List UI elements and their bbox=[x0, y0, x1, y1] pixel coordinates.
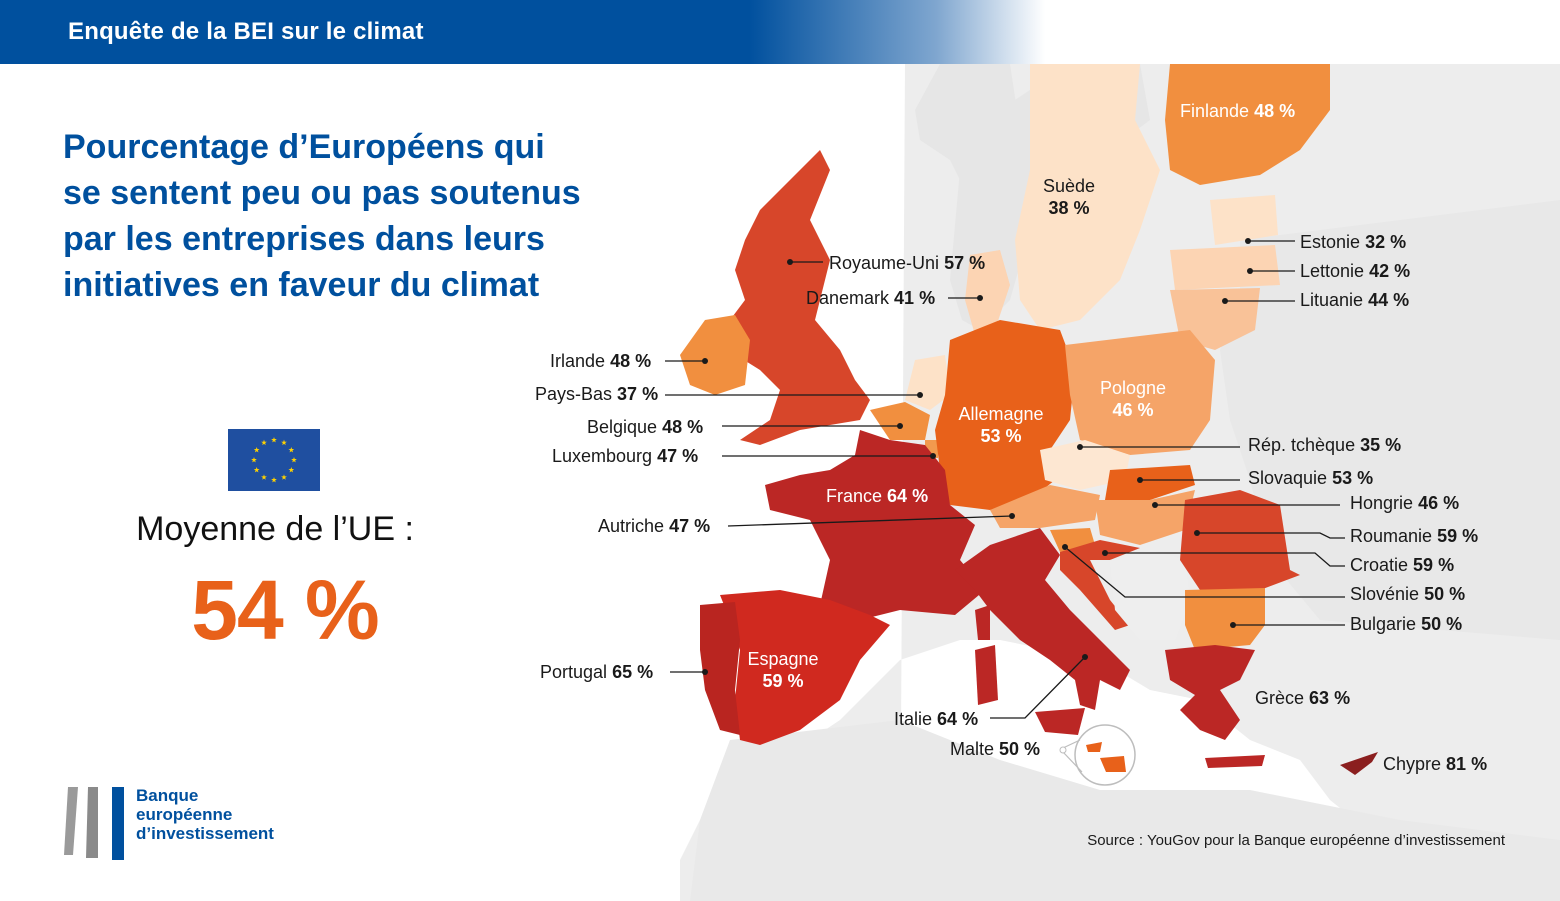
label-grece: Grèce 63 % bbox=[1255, 688, 1351, 708]
main-title-line: se sentent peu ou pas soutenus bbox=[63, 174, 581, 212]
label-bulgarie: Bulgarie 50 % bbox=[1350, 614, 1463, 634]
country-slovakia bbox=[1105, 465, 1195, 500]
label-hongrie: Hongrie 46 % bbox=[1350, 493, 1460, 513]
country-cyprus bbox=[1340, 752, 1378, 775]
country-netherlands bbox=[905, 355, 950, 410]
label-suede: Suède 38 % bbox=[1042, 176, 1096, 218]
label-slovenie: Slovénie 50 % bbox=[1350, 584, 1466, 604]
country-france bbox=[765, 430, 985, 620]
label-pologne: Pologne 46 % bbox=[1099, 378, 1167, 420]
flag-star bbox=[271, 437, 277, 443]
label-croatie: Croatie 59 % bbox=[1350, 555, 1455, 575]
flag-star bbox=[281, 439, 287, 446]
country-france-corsica bbox=[975, 605, 990, 640]
country-italy-sardinia bbox=[975, 645, 998, 705]
leader-lines bbox=[665, 240, 1345, 719]
source-note: Source : YouGov pour la Banque européenn… bbox=[1087, 832, 1505, 849]
label-france: France 64 % bbox=[826, 486, 929, 506]
label-espagne: Espagne 59 % bbox=[747, 649, 819, 691]
country-germany bbox=[935, 320, 1075, 510]
country-belgium bbox=[870, 402, 930, 440]
label-portugal: Portugal 65 % bbox=[540, 662, 654, 682]
country-italy-sicily bbox=[1035, 708, 1085, 735]
eib-logo-icon bbox=[64, 787, 124, 860]
country-malta bbox=[1086, 742, 1126, 772]
logo-line: Banque bbox=[136, 786, 199, 805]
country-denmark bbox=[965, 250, 1010, 335]
flag-star bbox=[261, 474, 267, 480]
country-finland bbox=[1165, 64, 1330, 185]
flag-star bbox=[271, 477, 277, 483]
malta-inset-circle bbox=[1074, 724, 1136, 786]
label-luxembourg: Luxembourg 47 % bbox=[552, 446, 699, 466]
country-sweden bbox=[1015, 64, 1160, 330]
flag-star bbox=[253, 467, 260, 473]
logo-line: d’investissement bbox=[136, 824, 274, 843]
country-spain bbox=[720, 590, 890, 745]
country-czechia bbox=[1040, 440, 1130, 490]
label-lettonie: Lettonie 42 % bbox=[1300, 261, 1411, 281]
country-united-kingdom bbox=[720, 150, 870, 445]
header-bar: Enquête de la BEI sur le climat bbox=[0, 0, 1560, 64]
country-latvia bbox=[1170, 245, 1280, 290]
background-balkans bbox=[1110, 550, 1190, 640]
malta-dot bbox=[1059, 746, 1067, 754]
label-chypre: Chypre 81 % bbox=[1383, 754, 1488, 774]
label-roumanie: Roumanie 59 % bbox=[1350, 526, 1479, 546]
label-estonie: Estonie 32 % bbox=[1300, 232, 1407, 252]
main-title: Pourcentage d’Européens qui se sentent p… bbox=[63, 124, 663, 308]
flag-star bbox=[281, 474, 287, 480]
main-title-line: par les entreprises dans leurs bbox=[63, 220, 545, 258]
leader-dots bbox=[702, 238, 1253, 675]
country-ireland bbox=[680, 315, 750, 395]
europe-map bbox=[665, 64, 1560, 901]
country-greece-crete bbox=[1205, 755, 1265, 768]
label-royaume-uni: Royaume-Uni 57 % bbox=[829, 253, 986, 273]
label-allemagne: Allemagne 53 % bbox=[958, 404, 1044, 446]
flag-star bbox=[288, 467, 295, 473]
label-lituanie: Lituanie 44 % bbox=[1300, 290, 1410, 310]
main-title-line: Pourcentage d’Européens qui bbox=[63, 128, 545, 166]
label-slovaquie: Slovaquie 53 % bbox=[1248, 468, 1374, 488]
label-irlande: Irlande 48 % bbox=[550, 351, 652, 371]
flag-star bbox=[251, 457, 257, 463]
malta-inset-line bbox=[1062, 739, 1081, 749]
flag-star bbox=[261, 439, 267, 446]
country-italy bbox=[955, 528, 1130, 710]
country-portugal bbox=[700, 602, 740, 735]
malta-inset-line bbox=[1062, 751, 1083, 773]
logo-line: européenne bbox=[136, 805, 233, 824]
country-hungary bbox=[1095, 490, 1195, 545]
country-poland bbox=[1065, 330, 1215, 455]
eu-average-value: 54 % bbox=[191, 563, 379, 657]
eib-logo-text: Banque européenne d’investissement bbox=[136, 786, 274, 843]
flag-star bbox=[291, 457, 297, 463]
eu-flag-icon bbox=[228, 429, 320, 491]
main-title-line: initiatives en faveur du climat bbox=[63, 266, 540, 304]
country-estonia bbox=[1210, 195, 1278, 245]
header-title: Enquête de la BEI sur le climat bbox=[68, 18, 424, 45]
label-finlande: Finlande 48 % bbox=[1180, 101, 1296, 121]
country-croatia bbox=[1060, 540, 1140, 630]
label-malte: Malte 50 % bbox=[950, 739, 1041, 759]
flag-star bbox=[253, 447, 260, 453]
label-danemark: Danemark 41 % bbox=[806, 288, 936, 308]
country-greece bbox=[1165, 645, 1255, 740]
country-bulgaria bbox=[1185, 588, 1265, 650]
label-rep-tcheque: Rép. tchèque 35 % bbox=[1248, 435, 1402, 455]
country-romania bbox=[1180, 490, 1300, 590]
country-austria bbox=[990, 485, 1100, 528]
label-belgique: Belgique 48 % bbox=[587, 417, 704, 437]
label-italie: Italie 64 % bbox=[894, 709, 979, 729]
label-pays-bas: Pays-Bas 37 % bbox=[535, 384, 659, 404]
eu-average-label: Moyenne de l’UE : bbox=[136, 510, 414, 548]
label-autriche: Autriche 47 % bbox=[598, 516, 711, 536]
flag-star bbox=[288, 447, 295, 453]
